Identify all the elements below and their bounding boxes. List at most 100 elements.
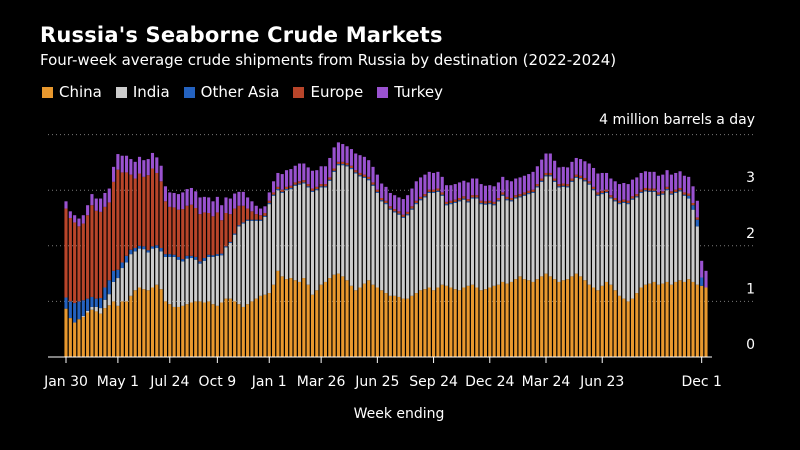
bar-segment-other-asia	[77, 301, 81, 320]
bar-segment-india	[652, 191, 656, 282]
bar-segment-india	[163, 256, 168, 302]
bar-segment-india	[103, 299, 107, 309]
bar-segment-other-asia	[328, 179, 332, 181]
bar-segment-europe	[535, 184, 539, 187]
bar-segment-china	[410, 295, 414, 357]
bar-segment-turkey	[514, 178, 518, 196]
bar-segment-turkey	[168, 192, 172, 207]
bar-segment-india	[561, 186, 565, 281]
bar-segment-turkey	[548, 153, 552, 173]
bar-segment-other-asia	[254, 219, 258, 221]
bar-segment-europe	[233, 208, 237, 234]
bar-segment-other-asia	[397, 213, 401, 215]
bar-segment-other-asia	[246, 219, 250, 221]
bar-segment-europe	[522, 192, 526, 195]
bar-segment-india	[90, 306, 94, 310]
bar-segment-europe	[630, 196, 635, 199]
bar-segment-china	[194, 301, 198, 357]
x-tick-label: Jul 24	[149, 374, 189, 390]
bar-segment-turkey	[462, 180, 466, 197]
bar-segment-india	[444, 205, 449, 286]
legend-item-india: India	[115, 83, 170, 101]
bar-segment-other-asia	[604, 191, 609, 193]
bar-segment-other-asia	[449, 202, 453, 205]
bar-segment-europe	[302, 180, 306, 183]
bar-segment-india	[470, 198, 475, 285]
bar-segment-china	[341, 276, 345, 357]
bar-segment-india	[375, 192, 379, 288]
bar-segment-turkey	[181, 192, 185, 210]
bar-segment-india	[613, 201, 617, 291]
bar-segment-india	[432, 192, 436, 291]
bar-segment-turkey	[630, 179, 635, 197]
bar-segment-china	[202, 302, 206, 357]
bar-segment-turkey	[263, 206, 267, 213]
bar-segment-india	[159, 251, 163, 290]
bar-segment-other-asia	[639, 191, 643, 193]
bar-segment-china	[600, 285, 604, 357]
bar-segment-europe	[133, 178, 137, 249]
bar-segment-europe	[466, 199, 470, 202]
bar-segment-turkey	[695, 200, 699, 218]
bar-segment-europe	[81, 223, 85, 301]
bar-segment-other-asia	[185, 255, 189, 259]
bar-segment-india	[319, 187, 323, 285]
bar-segment-europe	[505, 196, 509, 200]
bar-segment-europe	[665, 186, 669, 190]
bar-segment-turkey	[557, 167, 561, 185]
bar-segment-turkey	[73, 215, 77, 223]
bar-segment-india	[466, 202, 470, 286]
bars	[64, 142, 708, 357]
bar-segment-europe	[410, 206, 414, 209]
bar-segment-china	[384, 293, 388, 357]
bar-segment-india	[120, 268, 124, 302]
bar-segment-turkey	[388, 192, 392, 207]
bar-segment-china	[583, 280, 587, 357]
y-tick-label: 3	[746, 170, 755, 186]
y-tick-label: 1	[746, 281, 755, 297]
bar-segment-china	[522, 279, 526, 357]
bar-segment-other-asia	[548, 175, 552, 177]
bar-segment-turkey	[155, 157, 159, 173]
bar-segment-turkey	[94, 198, 98, 211]
bar-segment-europe	[384, 200, 388, 203]
bar-segment-china	[496, 284, 500, 357]
bar-segment-other-asia	[211, 255, 215, 257]
bar-segment-china	[220, 302, 224, 357]
bar-segment-europe	[470, 195, 475, 198]
bar-segment-turkey	[518, 177, 522, 195]
bar-segment-turkey	[103, 192, 107, 207]
bar-segment-turkey	[674, 172, 678, 190]
bar-segment-other-asia	[64, 297, 68, 309]
bar-segment-india	[250, 220, 254, 302]
bar-segment-other-asia	[496, 200, 500, 202]
bar-segment-other-asia	[384, 202, 388, 205]
bar-segment-europe	[284, 186, 289, 190]
bar-segment-europe	[695, 217, 699, 220]
bar-segment-other-asia	[574, 176, 578, 178]
bar-segment-other-asia	[470, 197, 475, 199]
bar-segment-europe	[306, 184, 310, 187]
bar-segment-india	[483, 204, 488, 290]
bar-segment-china	[544, 273, 548, 357]
bar-segment-europe	[401, 214, 405, 217]
bar-segment-other-asia	[566, 186, 570, 188]
bar-segment-india	[505, 200, 509, 284]
bar-segment-china	[73, 322, 77, 357]
bar-segment-turkey	[293, 165, 297, 183]
x-tick-label: Mar 26	[297, 374, 346, 390]
bar-segment-india	[419, 200, 423, 291]
bar-segment-europe	[643, 187, 648, 191]
bar-segment-china	[527, 280, 531, 357]
bar-segment-other-asia	[112, 270, 116, 282]
bar-segment-other-asia	[444, 204, 449, 206]
bar-segment-india	[332, 171, 336, 275]
bar-segment-india	[224, 247, 228, 299]
bar-segment-china	[393, 295, 397, 357]
bar-segment-europe	[207, 213, 211, 255]
bar-segment-turkey	[665, 170, 669, 187]
bar-segment-turkey	[116, 154, 120, 170]
bar-segment-turkey	[604, 172, 609, 190]
bar-segment-europe	[155, 172, 159, 246]
bar-segment-china	[81, 316, 85, 357]
